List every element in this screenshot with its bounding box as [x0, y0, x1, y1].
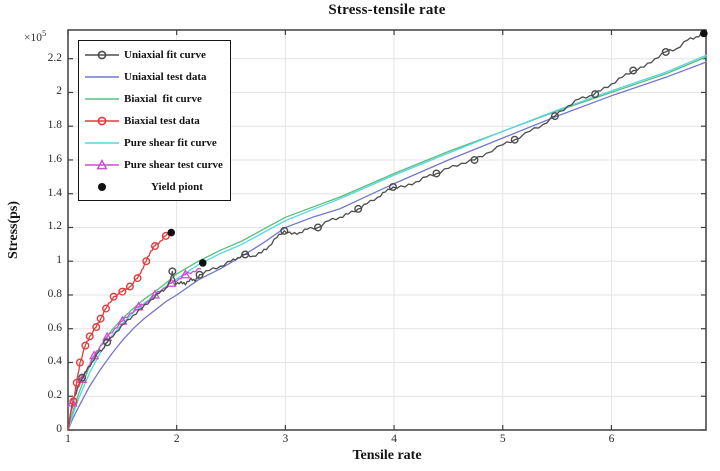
marker-circle	[629, 66, 638, 75]
legend-item: Uniaxial fit curve	[79, 44, 230, 66]
y-tick-label: 0.6	[47, 321, 62, 334]
y-tick-label: 2	[56, 85, 62, 98]
y-tick-label: 2.2	[47, 51, 62, 64]
marker-circle	[142, 257, 151, 266]
legend-label: Pure shear test curve	[124, 159, 223, 171]
marker-triangle	[77, 373, 88, 384]
legend-label: Biaxial fit curve	[124, 93, 202, 105]
x-tick-label: 2	[173, 433, 180, 445]
marker-circle	[150, 242, 159, 251]
y-tick-label: 0.2	[47, 389, 62, 402]
legend-circle-marker	[97, 116, 107, 126]
y-axis-multiplier: ×105	[24, 28, 46, 44]
marker-circle	[69, 397, 78, 406]
marker-circle	[195, 270, 204, 279]
legend-swatch	[85, 159, 119, 170]
legend-item: Biaxial test data	[79, 110, 230, 132]
marker-circle	[118, 287, 127, 296]
series-line-uniaxial-fit-curve	[67, 32, 705, 431]
marker-triangle	[180, 269, 191, 279]
y-tick-label: 1	[56, 254, 62, 267]
yield-point	[700, 29, 708, 38]
legend-swatch	[85, 50, 119, 60]
marker-circle	[78, 373, 87, 382]
legend-label: Yield piont	[151, 181, 203, 193]
marker-circle	[510, 135, 519, 144]
marker-circle	[125, 282, 134, 291]
marker-triangle	[102, 331, 113, 341]
y-tick-label: 0.4	[47, 355, 62, 368]
legend-label: Pure shear fit curve	[124, 137, 217, 149]
marker-circle	[241, 250, 250, 259]
marker-circle	[96, 314, 105, 323]
marker-circle	[168, 267, 177, 276]
y-axis-label: Stress(ps)	[6, 200, 21, 260]
marker-circle	[72, 378, 81, 387]
marker-circle	[133, 274, 142, 283]
y-tick-label: 1.6	[47, 152, 62, 165]
y-tick-label: 1.8	[47, 119, 62, 132]
y-tick-label: 0	[56, 423, 62, 435]
marker-circle	[591, 90, 600, 99]
legend-item: Yield piont	[79, 176, 230, 198]
marker-circle	[81, 341, 90, 350]
legend-item: Pure shear test curve	[79, 154, 230, 176]
marker-triangle	[117, 315, 128, 325]
marker-circle	[432, 169, 441, 178]
x-tick-label: 1	[65, 433, 71, 445]
yield-point	[167, 228, 176, 237]
legend-item: Pure shear fit curve	[79, 132, 230, 154]
marker-circle	[280, 226, 289, 235]
legend-swatch	[98, 183, 106, 191]
marker-circle	[550, 112, 559, 121]
x-tick-label: 4	[391, 433, 397, 445]
legend-swatch	[85, 142, 119, 144]
series-line-uniaxial-test-data	[67, 61, 707, 431]
chart-title: Stress-tensile rate	[328, 2, 446, 18]
legend-label: Uniaxial test data	[124, 71, 207, 83]
x-tick-label: 5	[499, 433, 506, 445]
x-tick-label: 3	[282, 433, 289, 445]
y-tick-label: 0.8	[47, 287, 62, 300]
series-line-biaxial-test-data	[67, 231, 172, 431]
legend-item: Uniaxial test data	[79, 66, 230, 88]
legend: Uniaxial fit curve Uniaxial test data Biax…	[78, 40, 231, 201]
legend-swatch	[85, 116, 119, 126]
marker-circle	[661, 47, 670, 56]
marker-circle	[470, 155, 479, 164]
legend-circle-marker	[97, 50, 107, 60]
marker-circle	[102, 304, 111, 313]
marker-circle	[75, 358, 84, 367]
legend-swatch	[85, 98, 119, 100]
x-tick-label: 6	[608, 433, 615, 445]
y-axis-multiplier-base: ×10	[24, 31, 42, 44]
marker-circle	[103, 338, 112, 347]
y-tick-label: 1.2	[47, 220, 62, 233]
marker-circle	[109, 292, 118, 301]
legend-label: Uniaxial fit curve	[124, 49, 206, 61]
y-axis-multiplier-exponent: 5	[42, 28, 47, 38]
legend-dot-marker	[98, 183, 106, 191]
x-axis-label: Tensile rate	[352, 448, 422, 463]
marker-circle	[85, 332, 94, 341]
marker-circle	[388, 182, 397, 191]
legend-swatch	[85, 76, 119, 78]
marker-circle	[161, 231, 170, 240]
yield-point	[198, 259, 207, 267]
marker-circle	[92, 323, 101, 332]
y-tick-label: 1.4	[47, 186, 62, 199]
marker-circle	[354, 204, 363, 213]
legend-triangle-marker	[96, 159, 108, 170]
axes-box	[67, 29, 707, 431]
legend-label: Biaxial test data	[124, 115, 200, 127]
legend-item: Biaxial fit curve	[79, 88, 230, 110]
marker-circle	[313, 223, 322, 232]
